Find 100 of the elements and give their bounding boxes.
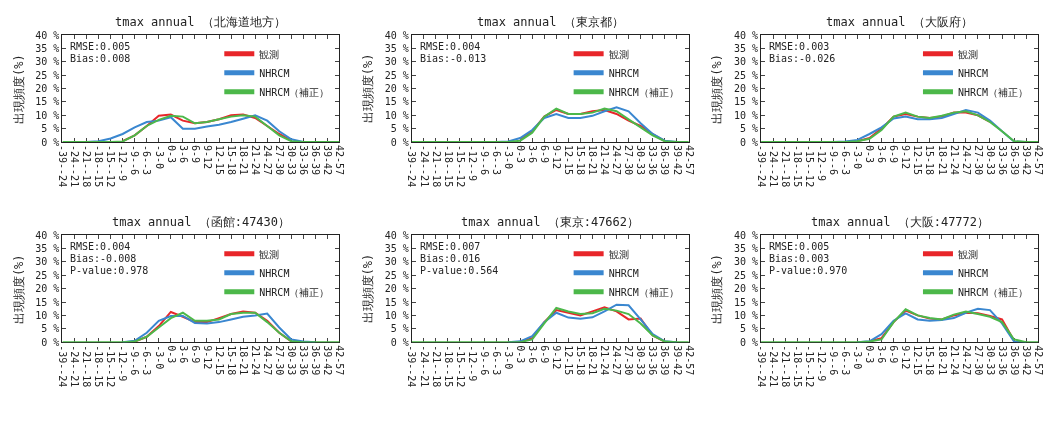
y-tick-label: 40 % [733,229,759,241]
x-tick-label: -9--6 [478,145,490,176]
legend-label: NHRCM [608,267,639,279]
legend-label: NHRCM [957,67,989,79]
x-tick-label: -39--24 [406,145,418,188]
y-tick-label: 25 % [733,69,759,81]
x-tick-label: 21-24 [948,345,960,376]
x-tick-label: 12-15 [213,345,225,376]
x-tick-label: 24-27 [261,145,273,176]
x-tick-label: 9-12 [551,145,563,170]
x-tick-label: -18--15 [442,345,454,388]
y-tick-label: 15 % [384,296,409,308]
x-tick-label: -6--3 [490,145,502,176]
x-tick-label: 12-15 [912,145,924,176]
x-tick-label: -18--15 [791,345,803,388]
y-tick-label: 35 % [733,243,759,255]
legend-label: 観測 [608,48,629,60]
x-tick-label: 3-6 [876,145,888,164]
y-tick-label: 25 % [384,269,409,281]
line-series [62,311,340,343]
y-tick-label: 0 % [390,336,409,348]
legend-label: 観測 [957,248,978,260]
y-tick-label: 35 % [384,43,409,54]
y-tick-label: 15 % [733,96,759,108]
annotation: RMSE:0.007 [420,241,481,252]
x-tick-label: 6-9 [539,345,550,364]
x-tick-label: 27-30 [972,145,984,176]
line-series [62,114,340,143]
annotation: Bias:0.016 [420,253,481,264]
x-tick-label: 0-3 [165,145,177,164]
x-tick-label: 30-33 [635,345,647,376]
x-tick-label: -3-0 [502,345,514,370]
y-tick-label: 30 % [384,256,409,268]
x-tick-label: 36-39 [659,345,671,376]
annotation: RMSE:0.005 [769,241,830,252]
x-tick-label: 24-27 [611,345,623,376]
y-tick-label: 0 % [740,136,759,148]
y-tick-label: 30 % [35,256,60,268]
x-tick-label: -15--12 [454,345,466,388]
x-tick-label: 33-36 [996,345,1008,376]
x-tick-label: -18--15 [93,345,105,388]
y-tick-label: 40 % [35,29,60,41]
x-tick-label: 36-39 [310,145,322,176]
x-tick-label: 39-42 [1020,345,1032,376]
legend-label: NHRCM（補正） [957,86,1029,98]
x-tick-label: 9-12 [551,345,563,370]
x-tick-label: 21-24 [599,345,611,376]
y-tick-label: 5 % [740,323,759,335]
chart-title: tmax annual （東京:47662） [461,215,640,229]
x-tick-label: 42-57 [683,345,695,376]
x-tick-label: 33-36 [647,145,659,176]
x-tick-label: 18-21 [587,345,599,376]
x-tick-label: -21--18 [81,145,93,188]
x-tick-label: 42-57 [1032,145,1044,176]
x-tick-label: -18--15 [791,145,803,188]
legend-label: NHRCM（補正） [259,86,330,98]
line-series [761,308,1039,343]
y-tick-label: 30 % [35,56,60,68]
x-tick-label: 6-9 [888,145,900,164]
x-tick-label: -3-0 [502,145,514,170]
y-tick-label: 20 % [384,83,409,95]
x-tick-label: -18--15 [93,145,105,188]
legend-label: 観測 [957,48,978,60]
x-tick-label: -39--24 [406,345,418,388]
y-tick-label: 5 % [390,123,409,135]
x-tick-label: -6--3 [840,345,852,376]
x-tick-label: 27-30 [274,345,285,376]
x-tick-label: 15-18 [575,345,587,376]
x-tick-label: -24--21 [767,345,779,388]
x-tick-label: -3-0 [153,145,165,170]
x-tick-label: 36-39 [1008,345,1020,376]
y-tick-label: 0 % [41,136,60,148]
y-tick-label: 30 % [384,56,409,68]
y-tick-label: 0 % [740,336,759,348]
y-tick-label: 25 % [35,69,60,81]
annotation: RMSE:0.004 [70,241,131,252]
legend-label: 観測 [259,48,280,60]
x-tick-label: 42-57 [334,345,346,376]
x-tick-label: -12--9 [117,345,129,382]
y-tick-label: 10 % [733,109,759,121]
x-tick-label: 24-27 [960,345,972,376]
x-tick-label: 39-42 [1020,145,1032,176]
x-tick-label: 3-6 [177,145,189,164]
x-tick-label: -21--18 [430,345,442,388]
legend-label: NHRCM [259,67,290,79]
x-tick-label: 39-42 [671,145,683,176]
chart-title: tmax annual （北海道地方） [115,15,286,29]
x-tick-label: 39-42 [322,145,334,176]
x-tick-label: -21--18 [779,345,791,388]
x-tick-label: 6-9 [189,145,201,164]
x-tick-label: 42-57 [334,145,346,176]
x-tick-label: 18-21 [936,145,948,176]
x-tick-label: -6--3 [490,345,502,376]
x-tick-label: -9--6 [828,145,840,176]
x-tick-label: -15--12 [105,345,117,388]
y-axis-title: 出現頻度(%) [361,253,376,324]
x-tick-label: -3-0 [852,345,864,370]
x-tick-label: -12--9 [466,345,478,382]
x-tick-label: 24-27 [611,145,623,176]
y-axis-title: 出現頻度(%) [361,53,376,124]
